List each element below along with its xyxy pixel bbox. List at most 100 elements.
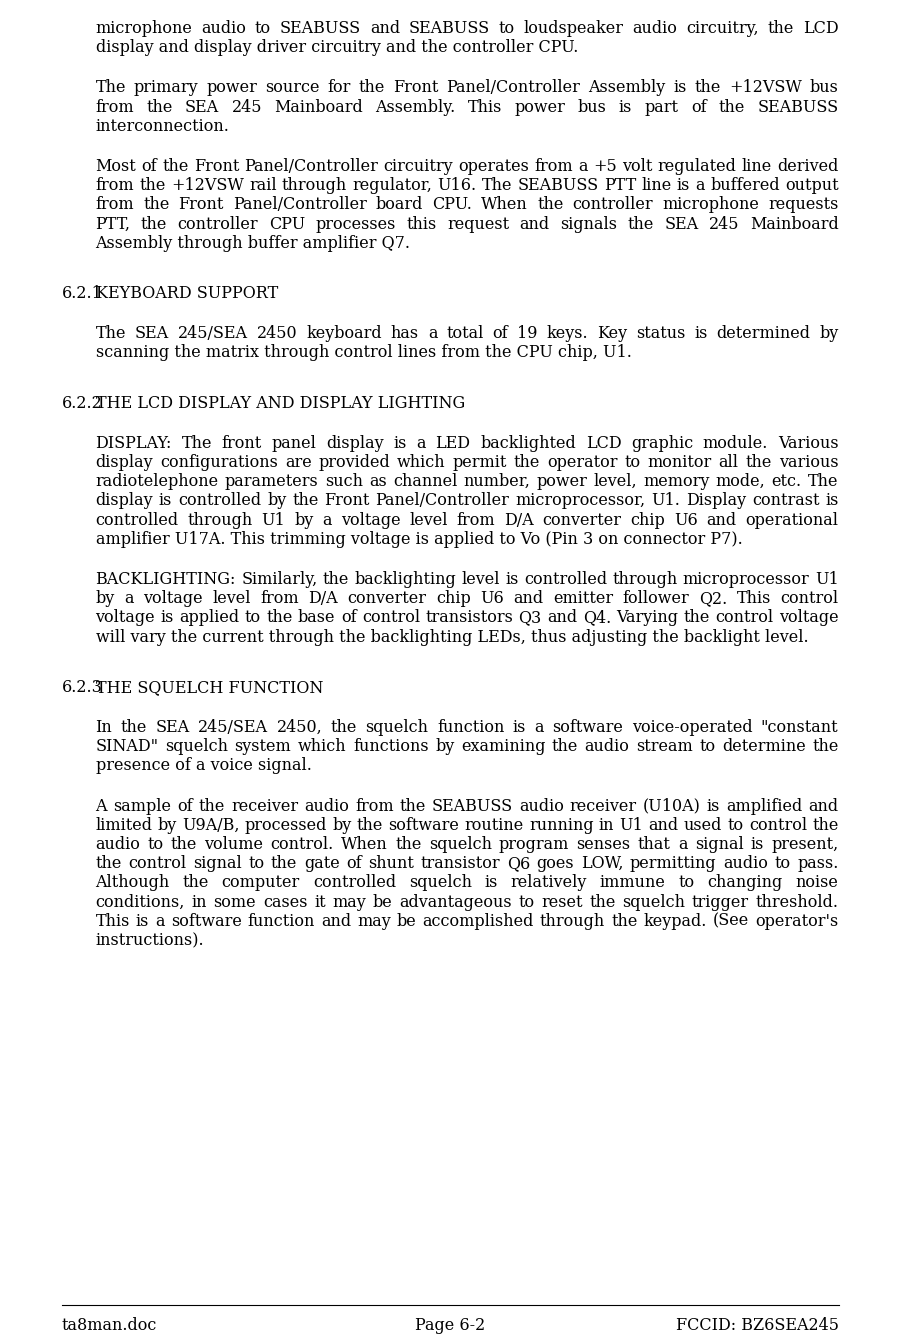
Text: U1: U1 bbox=[815, 571, 839, 588]
Text: the: the bbox=[399, 798, 426, 815]
Text: monitor: monitor bbox=[648, 454, 712, 471]
Text: various: various bbox=[778, 454, 839, 471]
Text: and: and bbox=[321, 913, 351, 929]
Text: the: the bbox=[141, 216, 168, 232]
Text: from: from bbox=[355, 798, 394, 815]
Text: functions: functions bbox=[353, 739, 429, 755]
Text: operator's: operator's bbox=[755, 913, 839, 929]
Text: memory: memory bbox=[643, 473, 710, 490]
Text: This: This bbox=[96, 913, 130, 929]
Text: provided: provided bbox=[318, 454, 390, 471]
Text: audio: audio bbox=[633, 20, 678, 38]
Text: control: control bbox=[362, 610, 420, 626]
Text: the: the bbox=[292, 493, 319, 509]
Text: a: a bbox=[578, 158, 587, 175]
Text: is: is bbox=[136, 913, 150, 929]
Text: D/A: D/A bbox=[504, 512, 533, 529]
Text: signals: signals bbox=[560, 216, 617, 232]
Text: determined: determined bbox=[716, 325, 810, 342]
Text: is: is bbox=[485, 874, 498, 892]
Text: stream: stream bbox=[636, 739, 693, 755]
Text: power: power bbox=[514, 98, 566, 115]
Text: and: and bbox=[706, 512, 737, 529]
Text: the: the bbox=[331, 719, 357, 736]
Text: Panel/Controller: Panel/Controller bbox=[233, 196, 367, 214]
Text: and: and bbox=[649, 817, 678, 834]
Text: keyboard: keyboard bbox=[306, 325, 382, 342]
Text: U6: U6 bbox=[674, 512, 697, 529]
Text: by: by bbox=[819, 325, 839, 342]
Text: the: the bbox=[171, 835, 197, 853]
Text: from: from bbox=[96, 98, 134, 115]
Text: SEABUSS: SEABUSS bbox=[409, 20, 490, 38]
Text: U9A/B,: U9A/B, bbox=[182, 817, 240, 834]
Text: the: the bbox=[551, 739, 578, 755]
Text: The: The bbox=[482, 177, 513, 195]
Text: that: that bbox=[638, 835, 670, 853]
Text: operational: operational bbox=[745, 512, 839, 529]
Text: Front: Front bbox=[393, 79, 439, 97]
Text: to: to bbox=[678, 874, 695, 892]
Text: chip: chip bbox=[436, 590, 470, 607]
Text: control.: control. bbox=[270, 835, 334, 853]
Text: voltage: voltage bbox=[778, 610, 839, 626]
Text: FCCID: BZ6SEA245: FCCID: BZ6SEA245 bbox=[676, 1317, 839, 1334]
Text: present,: present, bbox=[771, 835, 839, 853]
Text: In: In bbox=[96, 719, 113, 736]
Text: LED: LED bbox=[435, 435, 470, 451]
Text: the: the bbox=[323, 571, 349, 588]
Text: Similarly,: Similarly, bbox=[241, 571, 317, 588]
Text: the: the bbox=[162, 158, 188, 175]
Text: which: which bbox=[397, 454, 446, 471]
Text: Q3: Q3 bbox=[519, 610, 542, 626]
Text: KEYBOARD SUPPORT: KEYBOARD SUPPORT bbox=[96, 285, 278, 302]
Text: shunt: shunt bbox=[369, 855, 414, 872]
Text: backlighting: backlighting bbox=[354, 571, 456, 588]
Text: SEA: SEA bbox=[185, 98, 219, 115]
Text: it: it bbox=[314, 893, 325, 911]
Text: transistors: transistors bbox=[425, 610, 514, 626]
Text: Varying: Varying bbox=[616, 610, 678, 626]
Text: to: to bbox=[499, 20, 514, 38]
Text: Panel/Controller: Panel/Controller bbox=[446, 79, 580, 97]
Text: loudspeaker: loudspeaker bbox=[523, 20, 623, 38]
Text: +12VSW: +12VSW bbox=[171, 177, 244, 195]
Text: This: This bbox=[468, 98, 502, 115]
Text: a: a bbox=[124, 590, 133, 607]
Text: Key: Key bbox=[596, 325, 627, 342]
Text: senses: senses bbox=[577, 835, 631, 853]
Text: from: from bbox=[457, 512, 496, 529]
Text: regulated: regulated bbox=[658, 158, 736, 175]
Text: buffered: buffered bbox=[710, 177, 779, 195]
Text: processes: processes bbox=[315, 216, 396, 232]
Text: 2450,: 2450, bbox=[277, 719, 323, 736]
Text: threshold.: threshold. bbox=[756, 893, 839, 911]
Text: a: a bbox=[323, 512, 332, 529]
Text: regulator,: regulator, bbox=[352, 177, 432, 195]
Text: U1.: U1. bbox=[651, 493, 680, 509]
Text: SEA: SEA bbox=[156, 719, 189, 736]
Text: computer: computer bbox=[222, 874, 300, 892]
Text: running: running bbox=[529, 817, 594, 834]
Text: When: When bbox=[341, 835, 388, 853]
Text: controlled: controlled bbox=[178, 493, 261, 509]
Text: level: level bbox=[461, 571, 500, 588]
Text: from: from bbox=[534, 158, 573, 175]
Text: request: request bbox=[447, 216, 509, 232]
Text: a: a bbox=[155, 913, 165, 929]
Text: PTT: PTT bbox=[604, 177, 636, 195]
Text: processed: processed bbox=[245, 817, 327, 834]
Text: the: the bbox=[96, 855, 122, 872]
Text: Panel/Controller: Panel/Controller bbox=[244, 158, 378, 175]
Text: the: the bbox=[627, 216, 654, 232]
Text: is: is bbox=[159, 493, 172, 509]
Text: the: the bbox=[357, 817, 383, 834]
Text: audio: audio bbox=[201, 20, 246, 38]
Text: be: be bbox=[373, 893, 392, 911]
Text: squelch: squelch bbox=[366, 719, 429, 736]
Text: in: in bbox=[192, 893, 207, 911]
Text: signal: signal bbox=[193, 855, 241, 872]
Text: backlighted: backlighted bbox=[480, 435, 576, 451]
Text: is: is bbox=[513, 719, 526, 736]
Text: through: through bbox=[282, 177, 347, 195]
